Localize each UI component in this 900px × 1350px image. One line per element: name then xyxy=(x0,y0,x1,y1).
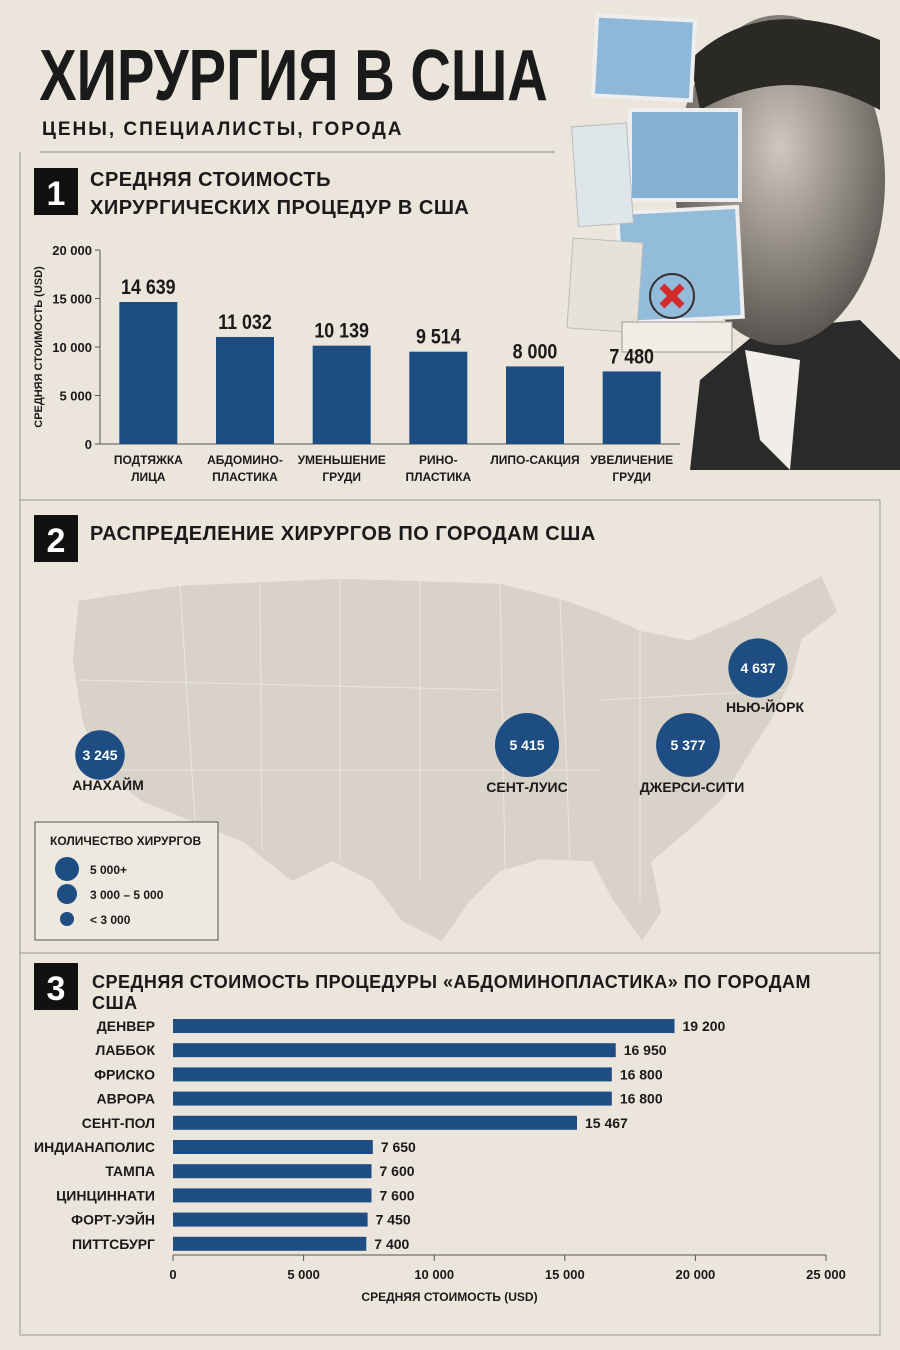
value-label: 9 514 xyxy=(416,325,461,349)
section-number: 3 xyxy=(47,970,66,1008)
value-label: 8 000 xyxy=(513,340,558,364)
bar xyxy=(173,1164,372,1179)
legend-title: КОЛИЧЕСТВО ХИРУРГОВ xyxy=(50,834,201,848)
x-tick-label: 10 000 xyxy=(414,1267,454,1282)
legend-swatch xyxy=(55,857,79,881)
x-tick-label: РИНО-ПЛАСТИКА xyxy=(405,453,472,484)
category-label: ЛАББОК xyxy=(96,1042,156,1058)
bar xyxy=(506,366,564,444)
bubble xyxy=(656,713,720,777)
portrait xyxy=(566,13,900,470)
value-label: 19 200 xyxy=(683,1018,726,1034)
bar xyxy=(119,302,178,444)
value-label: 7 650 xyxy=(381,1139,416,1155)
section-frame xyxy=(19,953,881,1336)
x-tick-label: 15 000 xyxy=(545,1267,585,1282)
x-axis-label: СРЕДНЯЯ СТОИМОСТЬ (USD) xyxy=(361,1290,537,1304)
y-tick-label: 15 000 xyxy=(52,292,92,307)
bubble xyxy=(728,638,788,698)
chart-title: РАСПРЕДЕЛЕНИЕ ХИРУРГОВ ПО ГОРОДАМ США xyxy=(90,523,596,545)
value-label: 4 637 xyxy=(740,660,775,676)
legend-label: 5 000+ xyxy=(90,863,127,877)
bar xyxy=(173,1188,372,1203)
bubble xyxy=(75,730,125,780)
bar xyxy=(173,1212,368,1227)
bar xyxy=(173,1043,616,1058)
page-subtitle: ЦЕНЫ, СПЕЦИАЛИСТЫ, ГОРОДА xyxy=(42,119,403,140)
bar xyxy=(173,1115,577,1130)
x-tick-label: 0 xyxy=(169,1267,176,1282)
category-label: ТАМПА xyxy=(105,1163,155,1179)
category-label: АВРОРА xyxy=(97,1091,155,1107)
value-label: 3 245 xyxy=(82,747,117,763)
value-label: 5 415 xyxy=(509,737,544,753)
category-label: ИНДИАНАПОЛИС xyxy=(34,1139,155,1155)
x-tick-label: 5 000 xyxy=(287,1267,320,1282)
x-tick-label: 20 000 xyxy=(676,1267,716,1282)
category-label: ФРИСКО xyxy=(94,1066,155,1082)
city-label: СЕНТ-ЛУИС xyxy=(486,779,567,795)
value-label: 7 400 xyxy=(374,1236,409,1252)
value-label: 5 377 xyxy=(670,737,705,753)
bar xyxy=(602,371,661,444)
value-label: 16 800 xyxy=(620,1091,663,1107)
x-tick-label: УВЕЛИЧЕНИЕ ГРУДИ xyxy=(590,453,674,484)
x-tick-label: 25 000 xyxy=(806,1267,846,1282)
value-label: 10 139 xyxy=(314,319,369,343)
legend-label: 3 000 – 5 000 xyxy=(90,888,164,902)
category-label: ФОРТ-УЭЙН xyxy=(71,1211,155,1228)
bar xyxy=(409,351,468,444)
bar xyxy=(216,336,274,444)
page-title: ХИРУРГИЯ В США xyxy=(39,35,548,115)
x-tick-label: УМЕНЬШЕНИЕ ГРУДИ xyxy=(297,453,386,484)
legend-swatch xyxy=(60,912,74,926)
value-label: 11 032 xyxy=(218,311,272,335)
category-label: ДЕНВЕР xyxy=(97,1018,155,1034)
bubble xyxy=(494,712,560,778)
chart-title: СРЕДНЯЯ СТОИМОСТЬ ПРОЦЕДУРЫ «АБДОМИНОПЛА… xyxy=(92,972,812,1013)
value-label: 7 450 xyxy=(376,1212,411,1228)
section-number-box xyxy=(34,963,78,1010)
bar xyxy=(173,1067,612,1082)
bar xyxy=(312,345,371,444)
chart-title: СРЕДНЯЯ СТОИМОСТЬ ХИРУРГИЧЕСКИХ ПРОЦЕДУР… xyxy=(90,169,470,219)
category-label: ПИТТСБУРГ xyxy=(72,1236,155,1252)
bar xyxy=(173,1236,367,1251)
x-tick-label: АБДОМИНО-ПЛАСТИКА xyxy=(207,453,283,484)
legend-swatch xyxy=(57,884,77,904)
value-label: 7 600 xyxy=(380,1163,415,1179)
x-tick-label: ЛИПО-САКЦИЯ xyxy=(490,453,580,467)
value-label: 14 639 xyxy=(121,276,176,300)
us-map xyxy=(71,573,839,944)
value-label: 7 480 xyxy=(609,345,654,369)
y-tick-label: 20 000 xyxy=(52,243,92,258)
section-number-box xyxy=(34,515,78,562)
category-label: СЕНТ-ПОЛ xyxy=(82,1115,155,1131)
y-tick-label: 10 000 xyxy=(52,340,92,355)
city-label: НЬЮ-ЙОРК xyxy=(726,698,805,715)
value-label: 7 600 xyxy=(380,1187,415,1203)
section-number: 1 xyxy=(47,175,66,213)
city-label: ДЖЕРСИ-СИТИ xyxy=(640,779,745,795)
bar xyxy=(173,1091,612,1106)
section-number-box xyxy=(34,168,78,215)
y-tick-label: 0 xyxy=(85,437,92,452)
section-frame xyxy=(19,500,881,954)
legend-label: < 3 000 xyxy=(90,913,131,927)
city-label: АНАХАЙМ xyxy=(72,776,144,793)
bar xyxy=(173,1140,373,1154)
value-label: 16 950 xyxy=(624,1042,667,1058)
category-label: ЦИНЦИННАТИ xyxy=(56,1187,155,1203)
value-label: 15 467 xyxy=(585,1115,628,1131)
y-axis-label: СРЕДНЯЯ СТОИМОСТЬ (USD) xyxy=(33,266,45,428)
x-tick-label: ПОДТЯЖКА ЛИЦА xyxy=(113,453,183,484)
value-label: 16 800 xyxy=(620,1066,663,1082)
section-number: 2 xyxy=(47,522,66,560)
y-tick-label: 5 000 xyxy=(59,389,92,404)
bar xyxy=(173,1019,675,1033)
